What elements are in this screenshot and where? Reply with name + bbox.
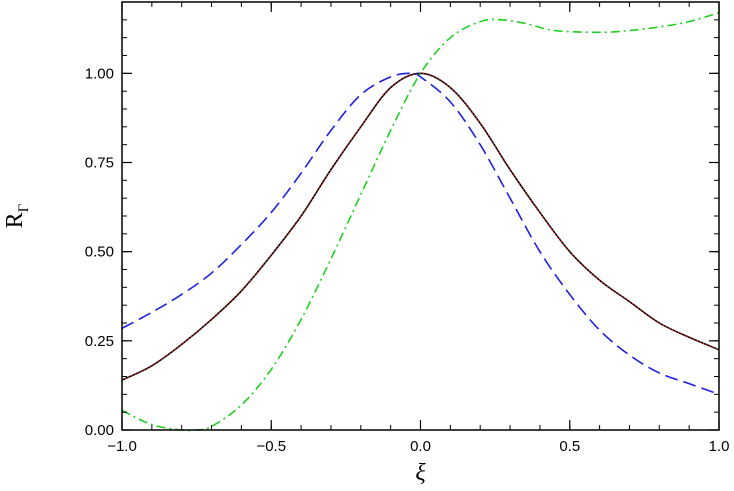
y-tick-label-1: 0.25 (85, 333, 114, 350)
y-tick-label-3: 0.75 (85, 155, 114, 172)
x-tick-label-4: 1.0 (709, 438, 730, 455)
x-tick-label-3: 0.5 (559, 438, 580, 455)
y-tick-label-4: 1.00 (85, 65, 114, 82)
series-line-2-dotted (121, 72, 720, 381)
series-line-4-dashdot (121, 11, 720, 432)
series-layer (121, 11, 720, 432)
series-line-1-solid (121, 72, 720, 381)
y-axis-label-subscript: Γ (16, 203, 32, 212)
labels-layer: −1.0 −0.5 0.0 0.5 1.0 0.00 0.25 0.50 0.75 1.00 (85, 65, 730, 455)
x-axis-label: ξ (415, 460, 426, 486)
series-line-3-dashed (121, 72, 720, 396)
y-axis-label-main: R (2, 212, 28, 228)
x-tick-label-0: −1.0 (107, 438, 137, 455)
x-tick-label-2: 0.0 (410, 438, 431, 455)
ticks-layer (121, 1, 720, 431)
x-tick-label-1: −0.5 (256, 438, 286, 455)
y-tick-label-0: 0.00 (85, 422, 114, 439)
y-axis-label: RΓ (2, 203, 32, 228)
y-tick-label-2: 0.50 (85, 244, 114, 261)
plot-frame (121, 1, 720, 431)
